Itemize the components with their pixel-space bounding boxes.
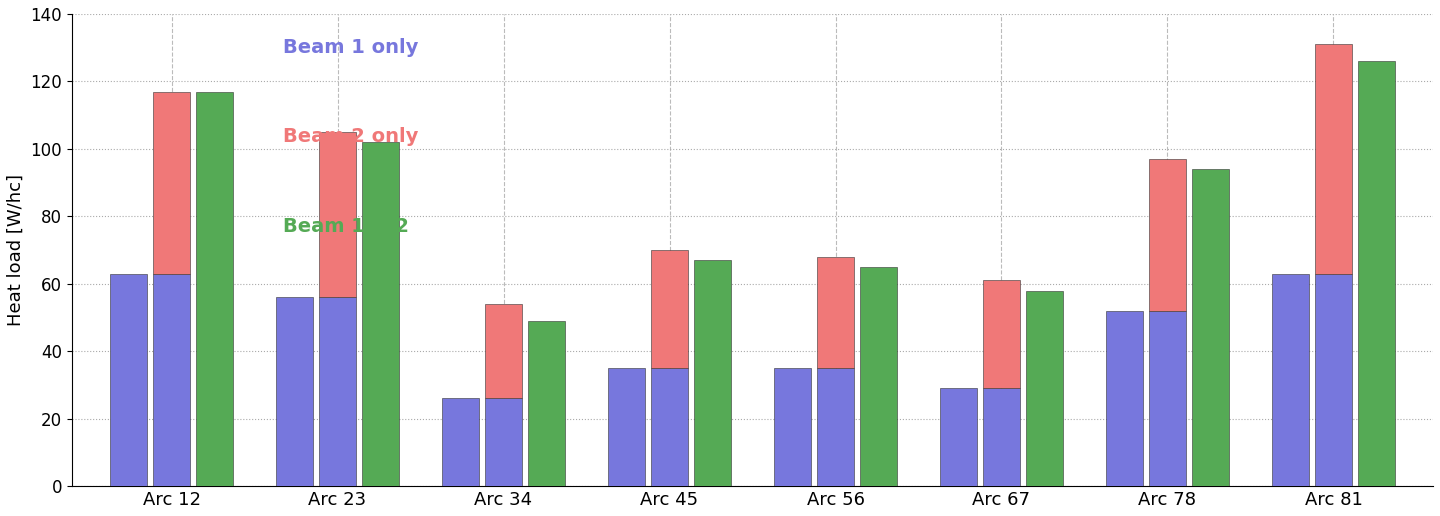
Bar xyxy=(1149,159,1185,311)
Bar xyxy=(363,142,399,486)
Bar xyxy=(1027,291,1063,486)
Bar xyxy=(694,260,732,486)
Bar xyxy=(984,280,1020,389)
Bar xyxy=(1272,273,1309,486)
Bar xyxy=(485,304,521,398)
Bar xyxy=(1149,311,1185,486)
Bar xyxy=(940,389,976,486)
Bar xyxy=(196,91,233,486)
Bar xyxy=(651,368,688,486)
Bar xyxy=(608,368,645,486)
Bar xyxy=(861,267,897,486)
Bar xyxy=(320,132,356,297)
Bar xyxy=(984,389,1020,486)
Bar xyxy=(109,273,147,486)
Text: Beam 1 only: Beam 1 only xyxy=(282,38,418,57)
Bar xyxy=(818,368,854,486)
Bar xyxy=(276,297,312,486)
Text: Beam 2 only: Beam 2 only xyxy=(282,127,418,146)
Bar xyxy=(1315,44,1352,273)
Y-axis label: Heat load [W/hc]: Heat load [W/hc] xyxy=(7,174,24,326)
Bar xyxy=(485,398,521,486)
Bar xyxy=(320,297,356,486)
Bar xyxy=(1106,311,1142,486)
Bar xyxy=(775,368,811,486)
Text: Beam 1 & 2: Beam 1 & 2 xyxy=(282,217,409,236)
Bar xyxy=(153,273,190,486)
Bar xyxy=(651,250,688,368)
Bar xyxy=(528,321,564,486)
Bar xyxy=(442,398,478,486)
Bar xyxy=(818,257,854,368)
Bar xyxy=(1315,273,1352,486)
Bar xyxy=(1192,169,1228,486)
Bar xyxy=(1358,61,1395,486)
Bar xyxy=(153,91,190,273)
